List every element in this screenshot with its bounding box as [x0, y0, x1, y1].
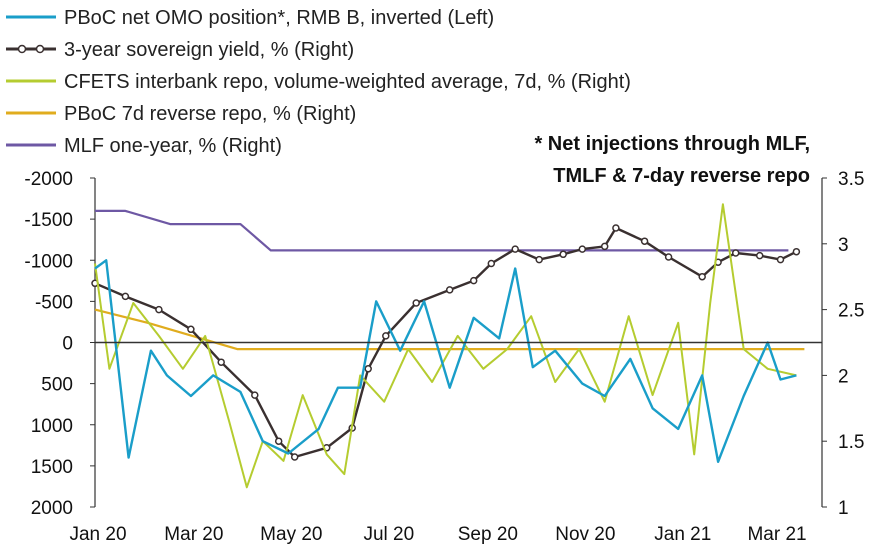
yield-point-marker — [776, 255, 785, 264]
yield-point-marker — [382, 332, 390, 340]
right-tick-label: 1.5 — [838, 432, 864, 453]
yield-point-marker — [792, 247, 801, 256]
legend-label: CFETS interbank repo, volume-weighted av… — [64, 71, 631, 93]
left-tick-label: -1500 — [24, 210, 73, 231]
yield-point-marker — [274, 437, 283, 445]
legend-label: PBoC net OMO position*, RMB B, inverted … — [64, 7, 494, 29]
legend-label: MLF one-year, % (Right) — [64, 135, 282, 157]
yield-point-marker — [155, 305, 163, 314]
yield-point-marker — [251, 391, 259, 399]
yield-point-marker — [559, 250, 567, 259]
left-tick-label: -2000 — [24, 169, 73, 190]
reverse-repo-series-line — [94, 308, 805, 351]
yield-point-marker — [731, 249, 740, 257]
x-tick-label: May 20 — [260, 524, 322, 545]
yield-point-marker — [698, 272, 706, 281]
x-tick-label: Jan 21 — [654, 524, 711, 545]
yield-point-marker — [469, 276, 478, 285]
mlf-series-line — [95, 209, 789, 252]
legend-label: 3-year sovereign yield, % (Right) — [64, 39, 354, 61]
right-tick-label: 3 — [838, 235, 849, 256]
footnote-line-1: * Net injections through MLF, — [534, 133, 810, 155]
x-tick-label: Mar 20 — [164, 524, 223, 545]
footnote-line-2: TMLF & 7-day reverse repo — [553, 165, 810, 187]
right-tick-label: 2 — [838, 366, 849, 387]
x-tick-label: Nov 20 — [555, 524, 615, 545]
yield-point-marker — [412, 299, 420, 307]
yield-point-marker — [600, 242, 609, 251]
left-tick-label: 1000 — [31, 416, 73, 437]
yield-point-marker — [664, 253, 673, 261]
yield-point-marker — [640, 237, 649, 245]
yield-point-marker — [445, 286, 454, 294]
left-tick-label: -500 — [35, 292, 73, 313]
left-tick-label: -1000 — [24, 251, 73, 272]
yield-point-marker — [121, 292, 130, 301]
left-tick-label: 0 — [62, 334, 73, 355]
legend-label: PBoC 7d reverse repo, % (Right) — [64, 103, 356, 125]
left-tick-label: 500 — [41, 375, 73, 396]
yield-point-marker — [217, 358, 225, 366]
yield-point-marker — [578, 245, 587, 253]
legend-marker — [35, 44, 45, 54]
yield-point-marker — [487, 259, 496, 268]
x-tick-label: Sep 20 — [458, 524, 518, 545]
yield-point-marker — [511, 245, 519, 253]
left-tick-label: 1500 — [31, 457, 73, 478]
yield-point-marker — [755, 251, 764, 260]
x-tick-label: Jan 20 — [69, 524, 126, 545]
yield-point-marker — [364, 365, 372, 373]
cfets-series-line — [94, 203, 797, 489]
left-tick-label: 2000 — [31, 498, 73, 519]
x-tick-label: Jul 20 — [363, 524, 414, 545]
right-tick-label: 1 — [838, 498, 849, 519]
x-tick-label: Mar 21 — [747, 524, 806, 545]
right-tick-label: 3.5 — [838, 169, 864, 190]
omo-series-line — [94, 259, 797, 463]
right-tick-label: 2.5 — [838, 301, 864, 322]
yield-point-marker — [187, 325, 195, 334]
yield-point-marker — [612, 224, 620, 232]
legend-marker — [17, 44, 27, 54]
yield-point-marker — [290, 453, 299, 461]
yield-point-marker — [535, 255, 543, 264]
